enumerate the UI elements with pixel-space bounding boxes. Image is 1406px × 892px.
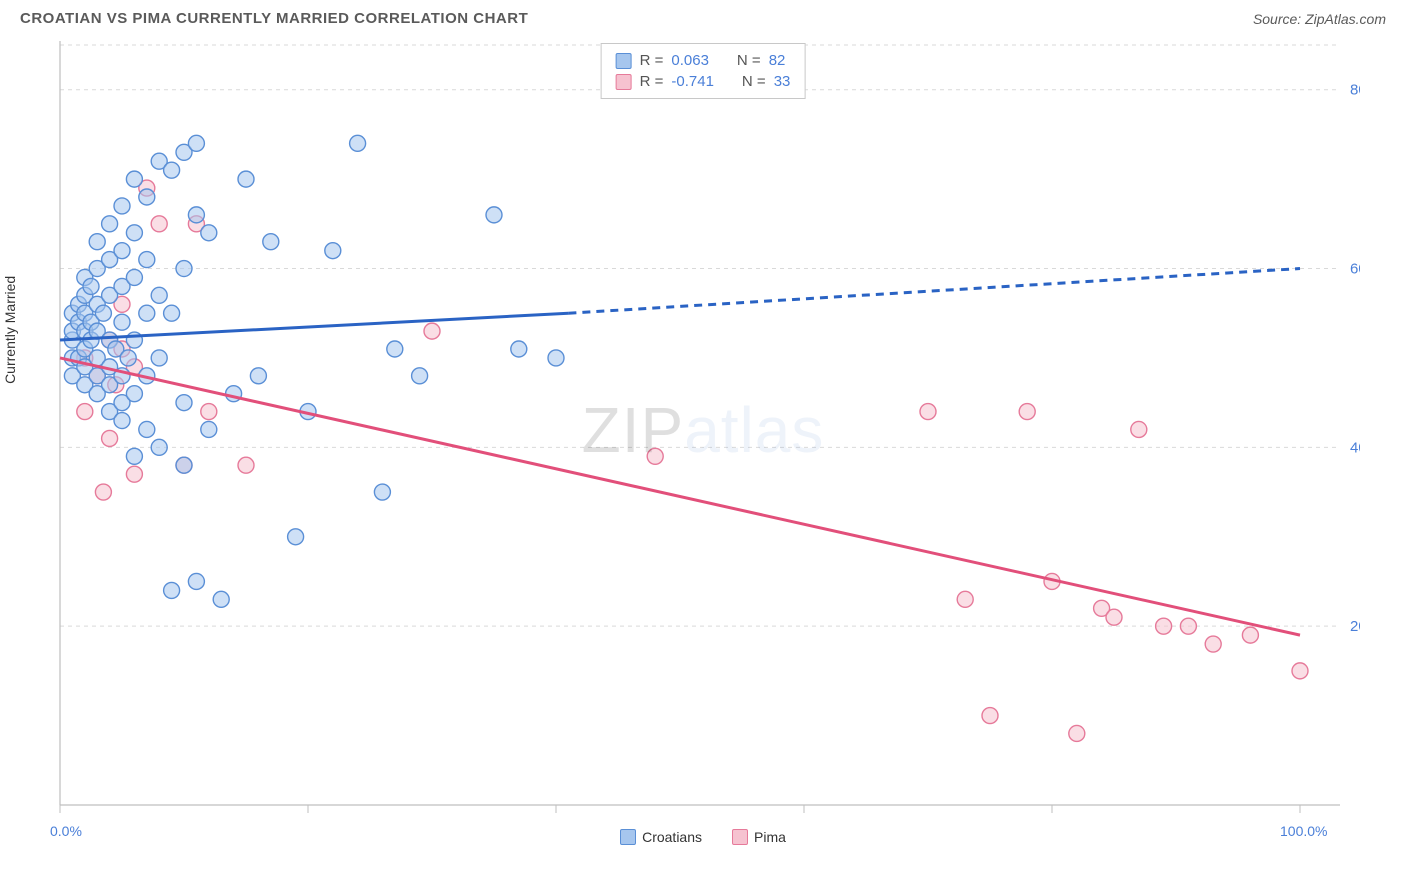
swatch-series1-icon [616,53,632,69]
svg-text:60.0%: 60.0% [1350,261,1360,278]
n-label-2: N = [742,73,766,90]
svg-text:80.0%: 80.0% [1350,82,1360,99]
n-label-1: N = [737,52,761,69]
swatch-series2-icon [616,74,632,90]
legend-swatch-2-icon [732,829,748,845]
chart-wrapper: Currently Married 20.0%40.0%60.0%80.0% Z… [20,35,1386,825]
svg-text:40.0%: 40.0% [1350,439,1360,456]
stats-legend: R = 0.063 N = 82 R = -0.741 N = 33 [601,43,806,99]
r-label-1: R = [640,52,664,69]
r-label-2: R = [640,73,664,90]
n-value-2: 33 [774,73,791,90]
legend-bottom: Croatians Pima [0,829,1406,845]
stats-row-series1: R = 0.063 N = 82 [616,50,791,71]
legend-item-series2: Pima [732,829,786,845]
r-value-1: 0.063 [671,52,709,69]
source-label: Source: ZipAtlas.com [1253,11,1386,27]
y-axis-label: Currently Married [2,276,18,384]
svg-text:20.0%: 20.0% [1350,618,1360,635]
stats-row-series2: R = -0.741 N = 33 [616,71,791,92]
legend-swatch-1-icon [620,829,636,845]
n-value-1: 82 [769,52,786,69]
r-value-2: -0.741 [671,73,714,90]
x-axis-min-label: 0.0% [50,823,82,839]
scatter-chart: 20.0% 40.0% 60.0% 80.0% [20,35,1360,825]
legend-label-1: Croatians [642,829,702,845]
x-axis-max-label: 100.0% [1280,823,1327,839]
legend-item-series1: Croatians [620,829,702,845]
chart-title: CROATIAN VS PIMA CURRENTLY MARRIED CORRE… [20,10,528,27]
legend-label-2: Pima [754,829,786,845]
